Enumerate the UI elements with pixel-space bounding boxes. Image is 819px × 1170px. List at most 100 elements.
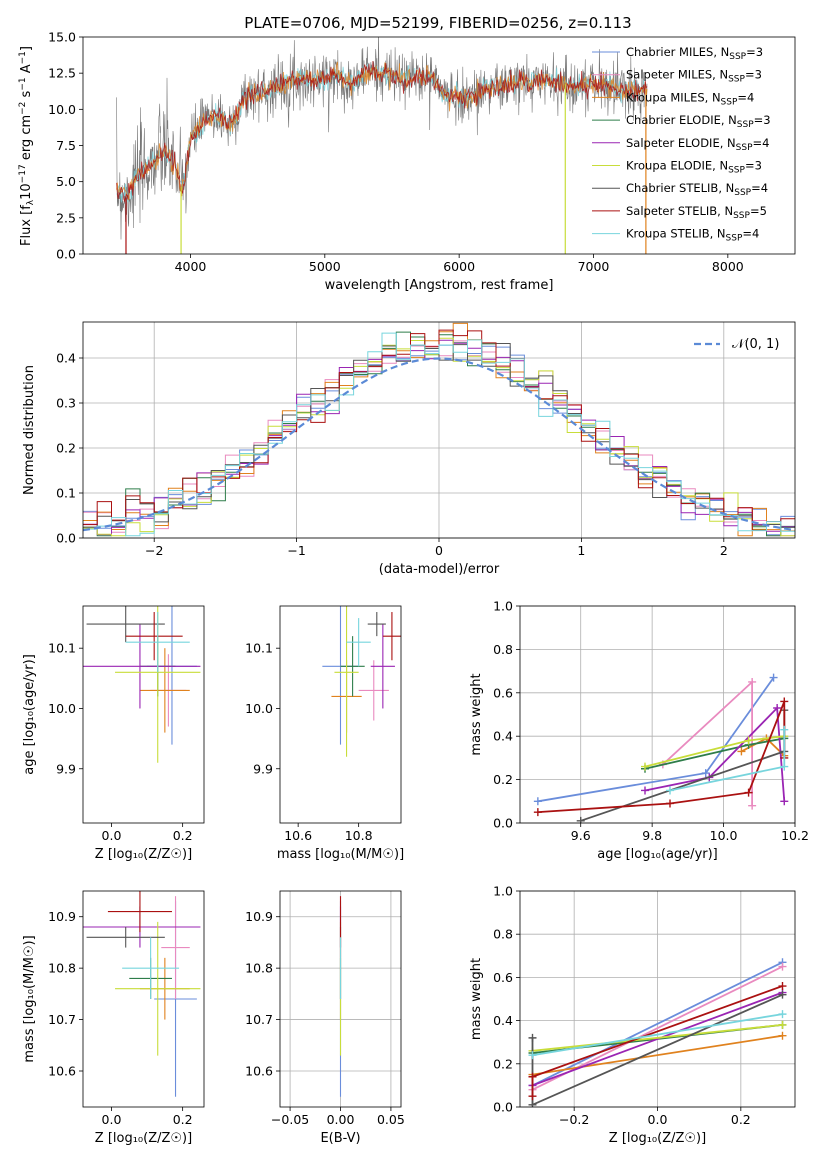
y-tick-label: 0.2 xyxy=(56,441,76,456)
normal-curve xyxy=(83,357,795,532)
x-tick-label: 9.8 xyxy=(642,828,662,843)
marker-chabrier-stelib xyxy=(528,1033,537,1042)
axes-frame xyxy=(82,36,796,255)
legend-label: Kroupa MILES, NSSP=4 xyxy=(626,90,754,107)
legend-label: Chabrier STELIB, NSSP=4 xyxy=(626,181,768,198)
x-tick-label: 0.05 xyxy=(377,1112,405,1127)
marker-salpeter-elodie xyxy=(773,703,782,712)
marker-salpeter-stelib xyxy=(528,1072,537,1081)
figure-title: PLATE=0706, MJD=52199, FIBERID=0256, z=0… xyxy=(244,14,631,32)
y-tick-label: 1.0 xyxy=(493,599,513,614)
y-tick-label: 0.8 xyxy=(493,927,513,942)
y-tick-label: 10.9 xyxy=(48,909,76,924)
y-tick-label: 0.3 xyxy=(56,396,76,411)
x-tick-label: 10.8 xyxy=(345,828,373,843)
marker-salpeter-elodie xyxy=(641,786,649,795)
legend-label: 𝒩(0, 1) xyxy=(732,337,779,352)
marker-chabrier-stelib xyxy=(576,816,585,823)
marker-salpeter-stelib xyxy=(528,1092,537,1101)
y-tick-label: 10.6 xyxy=(245,1064,273,1079)
grid xyxy=(520,605,796,824)
marker-chabrier-stelib xyxy=(778,990,787,999)
legend-label: Salpeter MILES, NSSP=3 xyxy=(626,68,762,85)
y-tick-label: 7.5 xyxy=(56,138,76,153)
y-tick-label: 0.6 xyxy=(493,970,513,985)
x-axis-label: E(B-V) xyxy=(320,1131,360,1146)
marker-kroupa-elodie xyxy=(778,1020,787,1029)
series-chabrier-stelib xyxy=(580,710,786,822)
plot-area xyxy=(322,606,401,757)
panel-3: 0.0 0.2 9.9 10.0 10.1 Z [log₁₀(Z/Z☉)] age [log… xyxy=(22,605,205,862)
legend: 𝒩(0, 1) xyxy=(694,337,779,352)
y-axis-label: age [log₁₀(age/yr)] xyxy=(22,654,37,775)
y-tick-label: 10.0 xyxy=(48,701,76,716)
x-tick-label: 4000 xyxy=(175,259,207,274)
series-kroupa-miles xyxy=(532,1034,783,1076)
x-tick-label: 6000 xyxy=(443,259,475,274)
marker-salpeter-stelib xyxy=(533,808,542,817)
y-tick-label: 1.0 xyxy=(493,884,513,899)
x-tick-label: −0.2 xyxy=(559,1112,589,1127)
x-tick-label: 0.0 xyxy=(648,1112,668,1127)
marker-kroupa-miles xyxy=(737,747,746,756)
x-tick-label: 2 xyxy=(720,543,728,558)
y-tick-label: 0.4 xyxy=(56,351,76,366)
plot-area xyxy=(533,673,789,823)
plot-area xyxy=(528,958,787,1107)
legend: Chabrier MILES, NSSP=3 Salpeter MILES, NS… xyxy=(592,45,771,244)
marker-chabrier-stelib xyxy=(528,1100,537,1107)
x-tick-label: 0.2 xyxy=(731,1112,751,1127)
y-tick-label: 9.9 xyxy=(56,761,76,776)
x-tick-label: 10.6 xyxy=(284,828,312,843)
axes-frame xyxy=(279,890,402,1108)
marker-kroupa-stelib xyxy=(666,786,674,795)
marker-salpeter-stelib xyxy=(778,982,787,991)
marker-salpeter-stelib xyxy=(666,799,674,808)
x-tick-label: −0.05 xyxy=(271,1112,309,1127)
axes-frame xyxy=(519,890,796,1108)
x-axis-label: Z [log₁₀(Z/Z☉)] xyxy=(609,1131,706,1146)
x-axis-label: Z [log₁₀(Z/Z☉)] xyxy=(95,1131,192,1146)
marker-kroupa-stelib xyxy=(780,725,789,734)
y-tick-label: 10.6 xyxy=(48,1064,76,1079)
marker-kroupa-stelib xyxy=(778,1010,787,1019)
y-tick-label: 0.4 xyxy=(493,1013,513,1028)
x-tick-label: 9.6 xyxy=(571,828,591,843)
marker-kroupa-miles xyxy=(778,1031,787,1040)
x-axis-label: wavelength [Angstrom, rest frame] xyxy=(325,278,554,293)
y-tick-label: 0.8 xyxy=(493,642,513,657)
legend-label: Chabrier ELODIE, NSSP=3 xyxy=(626,113,771,130)
y-axis-label: mass [log₁₀(M/M☉)] xyxy=(22,935,37,1062)
plot-area xyxy=(83,606,201,763)
x-axis-label: mass [log₁₀(M/M☉)] xyxy=(277,847,404,862)
panel-4: 10.6 10.8 9.9 10.0 10.1 mass [log₁₀(M/M☉)] xyxy=(245,605,404,862)
marker-kroupa-elodie xyxy=(641,762,649,771)
x-tick-label: 8000 xyxy=(712,259,744,274)
y-tick-label: 10.9 xyxy=(245,909,273,924)
panel-8: −0.2 0.0 0.2 0.0 0.2 0.4 0.6 0.8 1.0 Z [log₁₀(Z/Z… xyxy=(469,884,796,1146)
y-tick-label: 0.2 xyxy=(493,772,513,787)
y-tick-label: 0.1 xyxy=(56,486,76,501)
y-axis-label: mass weight xyxy=(469,673,484,755)
y-tick-label: 0.4 xyxy=(493,729,513,744)
y-axis-label: Flux [fλ10−17 erg cm−2 s−1 A−1] xyxy=(18,46,36,246)
panel-5: 9.6 9.8 10.0 10.2 0.0 0.2 0.4 0.6 0.8 1.0 age [log… xyxy=(469,599,809,863)
x-tick-label: −1 xyxy=(287,543,305,558)
marker-kroupa-stelib xyxy=(528,1051,537,1060)
y-tick-label: 0.0 xyxy=(56,247,76,262)
series-kroupa-elodie xyxy=(532,1024,783,1052)
y-tick-label: 10.7 xyxy=(245,1012,273,1027)
axes: 0.0 0.2 9.9 10.0 10.1 Z [log₁₀(Z/Z☉)] age [log… xyxy=(22,605,205,862)
y-tick-label: 10.8 xyxy=(245,961,273,976)
marker-chabrier-miles xyxy=(701,769,710,778)
x-tick-label: 0 xyxy=(435,543,443,558)
panels: 4000 5000 6000 7000 80000.02.55.07.510.012.5… xyxy=(18,30,809,1147)
axes: 9.6 9.8 10.0 10.2 0.0 0.2 0.4 0.6 0.8 1.0 age [log… xyxy=(469,599,809,863)
y-tick-label: 10.0 xyxy=(48,102,76,117)
y-axis-label: mass weight xyxy=(469,958,484,1040)
y-tick-label: 0.6 xyxy=(493,685,513,700)
x-tick-label: −2 xyxy=(145,543,163,558)
legend-label: Kroupa ELODIE, NSSP=3 xyxy=(626,159,762,176)
marker-salpeter-stelib xyxy=(744,788,753,797)
y-tick-label: 0.0 xyxy=(493,1100,513,1115)
